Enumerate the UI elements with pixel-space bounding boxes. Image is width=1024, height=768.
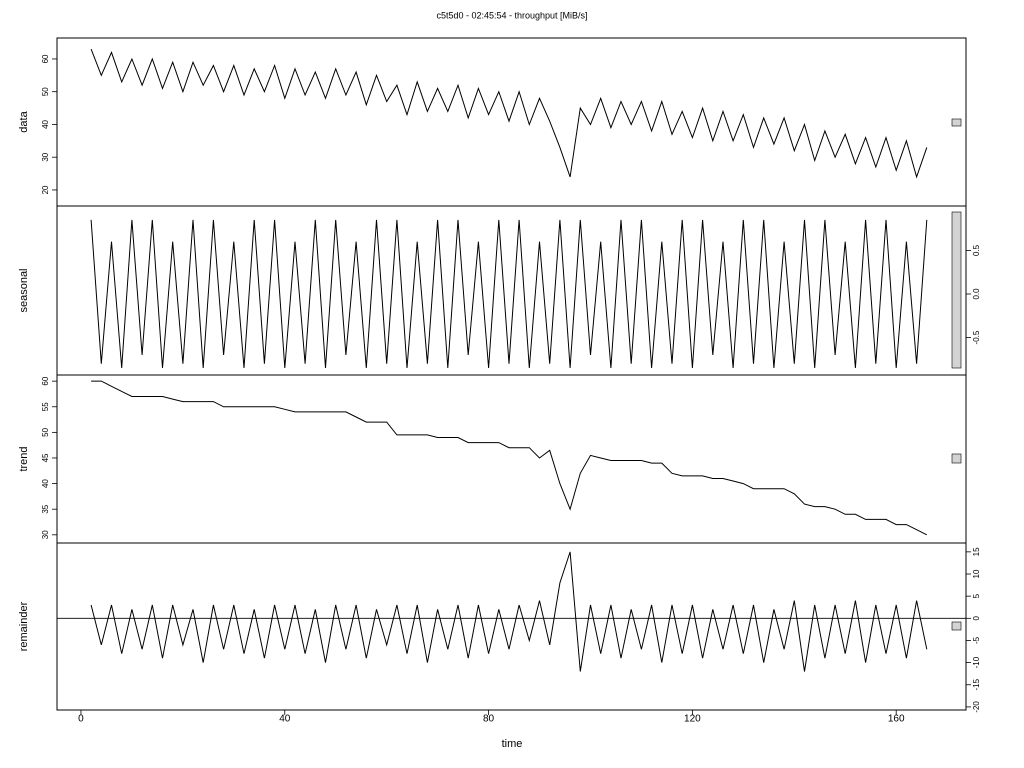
y-tick-label: 50 [41,87,50,96]
series-line [90,551,928,672]
y-tick-label: 15 [972,547,981,556]
y-tick-label: 30 [41,530,50,539]
y-tick-label: -20 [972,701,981,713]
x-tick-label: 120 [684,714,701,725]
y-tick-label: 40 [41,479,50,488]
x-tick-label: 40 [279,714,291,725]
y-tick-label: 50 [41,427,50,436]
series-line [90,219,928,369]
chart-title: c5t5d0 - 02:45:54 - throughput [MiB/s] [436,10,587,20]
range-bar [951,211,962,369]
y-tick-label: 60 [41,54,50,63]
y-tick-label: 0.0 [972,288,981,300]
y-tick-label: 40 [41,119,50,128]
y-tick-label: -0.5 [972,330,981,344]
panel-frame [56,542,967,711]
range-bar [951,118,962,127]
x-axis-label: time [502,738,523,750]
y-tick-label: 5 [972,593,981,598]
y-axis-label: data [18,110,30,132]
range-bar [951,621,962,631]
y-tick-label: 10 [972,569,981,578]
y-tick-label: -15 [972,678,981,690]
y-axis-label: remainder [18,601,30,651]
range-bar [951,453,962,464]
y-tick-label: 60 [41,376,50,385]
y-tick-label: -5 [972,636,981,644]
y-axis-label: seasonal [18,268,30,312]
y-tick-label: 55 [41,402,50,411]
y-tick-label: 0.5 [972,244,981,256]
x-tick-label: 160 [888,714,905,725]
y-tick-label: 30 [41,152,50,161]
x-tick-label: 80 [483,714,495,725]
y-tick-label: -10 [972,656,981,668]
y-tick-label: 0 [972,616,981,621]
y-tick-label: 20 [41,185,50,194]
series-line [90,48,928,179]
series-line [91,380,928,536]
y-tick-label: 35 [41,504,50,513]
y-tick-label: 45 [41,453,50,462]
x-tick-label: 0 [78,714,84,725]
y-axis-label: trend [18,446,30,471]
